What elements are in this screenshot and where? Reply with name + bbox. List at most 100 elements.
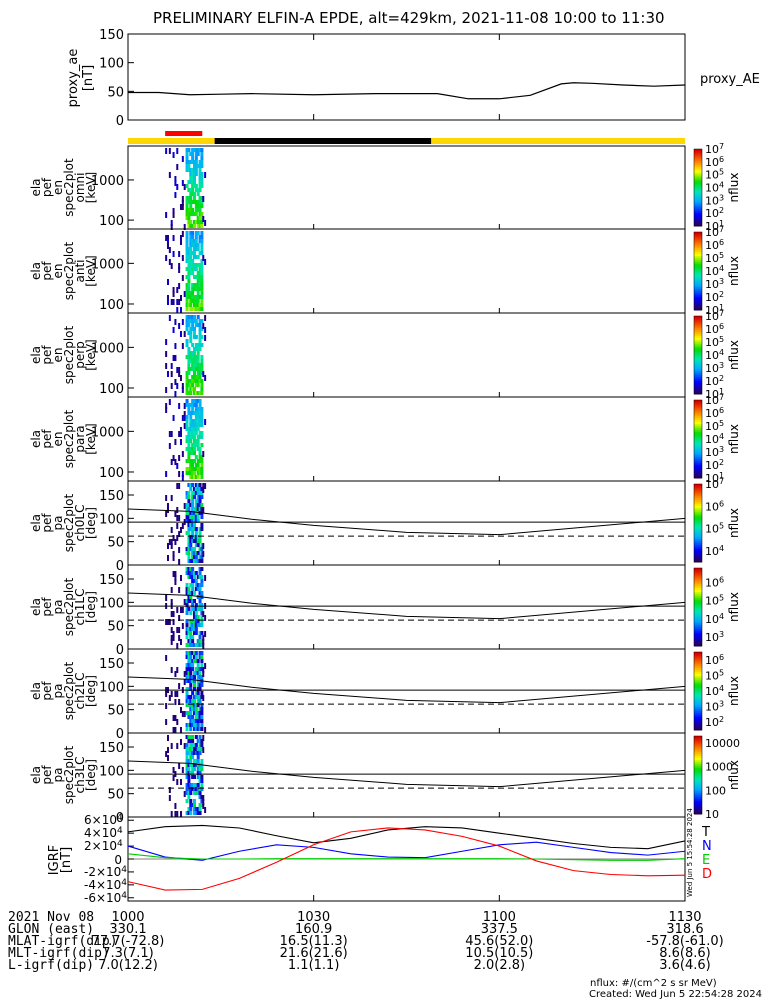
panel-6-colorbar-tick: 102 xyxy=(705,715,724,729)
panel-7-colorbar-cell xyxy=(694,755,702,758)
spectrogram-cell xyxy=(189,791,193,795)
panel-6-colorbar-cell xyxy=(694,706,702,710)
spectrogram-cell xyxy=(200,251,204,255)
panel-6-colorbar-cell xyxy=(694,718,702,721)
spectrogram-cell xyxy=(196,487,200,491)
panel-3-colorbar-cell xyxy=(694,411,702,415)
panel-6-ytick-label: 100 xyxy=(99,680,124,695)
spectrogram-cell xyxy=(198,507,202,511)
spectrogram-cell xyxy=(198,775,202,779)
spectrogram-cell xyxy=(174,727,177,733)
spectrogram-cell xyxy=(200,271,204,275)
spectrogram-cell xyxy=(200,204,204,208)
spectrogram-cell xyxy=(198,471,202,475)
spectrogram-cell xyxy=(187,739,191,743)
spectrogram-cell xyxy=(176,523,179,529)
panel-0-colorbar-cell xyxy=(694,216,702,219)
spectrogram-cell xyxy=(189,683,193,687)
spectrogram-cell xyxy=(196,763,200,767)
spectrogram-cell xyxy=(187,367,191,371)
spectrogram-cell xyxy=(185,759,189,763)
spectrogram-cell xyxy=(185,611,189,615)
panel-6-colorbar-tick: 104 xyxy=(705,684,724,698)
spectrogram-cell xyxy=(200,247,204,251)
spectrogram-cell xyxy=(191,355,195,359)
spectrogram-cell xyxy=(185,423,189,427)
panel-0-cells xyxy=(165,148,207,230)
spectrogram-cell xyxy=(178,559,181,565)
spectrogram-cell xyxy=(198,275,202,279)
spectrogram-cell xyxy=(187,575,191,579)
spectrogram-cell xyxy=(192,679,196,683)
spectrogram-cell xyxy=(187,443,191,447)
panel-6-colorbar-cell xyxy=(694,665,702,669)
spectrogram-cell xyxy=(194,427,198,431)
spectrogram-cell xyxy=(196,695,200,699)
spectrogram-cell xyxy=(192,631,196,635)
igrf-series-E xyxy=(127,853,686,861)
panel-6-colorbar-cell xyxy=(694,687,702,690)
panel-7-colorbar-cell xyxy=(694,782,702,786)
xaxis-row-2-value: 77.7(-72.8) xyxy=(92,934,165,949)
spectrogram-cell xyxy=(194,527,198,531)
panel-5-colorbar-cell xyxy=(694,593,702,596)
panel-6-colorbar-label: nflux xyxy=(727,676,741,706)
spectrogram-cell xyxy=(200,387,204,391)
proxy-ae-line xyxy=(128,82,686,100)
panel-7-ytick-label: 150 xyxy=(99,741,124,756)
spectrogram-cell xyxy=(191,787,195,791)
spectrogram-cell xyxy=(191,735,195,739)
spectrogram-cell xyxy=(189,755,193,759)
panel-4-colorbar-cell xyxy=(694,485,702,489)
spectrogram-cell xyxy=(194,707,198,711)
spectrogram-cell xyxy=(185,156,189,160)
spectrogram-cell xyxy=(198,251,202,255)
panel-7-colorbar-cell xyxy=(694,739,702,743)
spectrogram-cell xyxy=(191,551,195,555)
panel-4-colorbar-cell xyxy=(694,505,702,508)
panel-2-colorbar-cell xyxy=(694,317,702,321)
spectrogram-cell xyxy=(185,315,189,319)
panel-3-colorbar-cell xyxy=(694,454,702,458)
spectrogram-cell xyxy=(165,719,168,725)
spectrogram-cell xyxy=(189,703,193,707)
spectrogram-cell xyxy=(198,327,202,331)
spectrogram-cell xyxy=(200,487,204,491)
panel-4-ytick-label: 50 xyxy=(107,536,124,551)
panel-4-colorbar-cell xyxy=(694,515,702,518)
spectrogram-cell xyxy=(189,411,193,415)
spectrogram-cell xyxy=(174,391,177,397)
spectrogram-cell xyxy=(189,291,193,295)
spectrogram-cell xyxy=(185,291,189,295)
spectrogram-cell xyxy=(187,208,191,212)
panel-5-colorbar-cell xyxy=(694,569,702,573)
spectrogram-cell xyxy=(194,763,198,767)
spectrogram-cell xyxy=(194,363,198,367)
spectrogram-cell xyxy=(178,367,181,373)
spectrogram-cell xyxy=(187,168,191,172)
spectrogram-cell xyxy=(192,451,196,455)
spectrogram-cell xyxy=(200,615,204,619)
panel-4-colorbar-cell xyxy=(694,491,702,495)
spectrogram-cell xyxy=(174,459,177,465)
spectrogram-cell xyxy=(200,799,204,803)
panel-6-ytick-label: 50 xyxy=(107,704,124,719)
spectrogram-cell xyxy=(176,743,179,749)
spectrogram-cell xyxy=(192,375,196,379)
spectrogram-cell xyxy=(191,172,195,176)
spectrogram-cell xyxy=(170,543,173,549)
spectrogram-cell xyxy=(192,507,196,511)
panel-7-colorbar-cell xyxy=(694,745,702,749)
spectrogram-cell xyxy=(191,180,195,184)
panel-1-colorbar-cell xyxy=(694,278,702,282)
spectrogram-cell xyxy=(198,447,202,451)
spectrogram-cell xyxy=(194,379,198,383)
spectrogram-cell xyxy=(165,363,168,369)
panel-5-ytick-label: 150 xyxy=(99,573,124,588)
spectrogram-cell xyxy=(194,383,198,387)
panel-7-colorbar-cell xyxy=(694,794,702,797)
spectrogram-cell xyxy=(196,411,200,415)
igrf-ytick-label: -4×104 xyxy=(84,878,127,892)
spectrogram-cell xyxy=(194,323,198,327)
panel-6-ylabel-line: ela xyxy=(29,682,43,700)
